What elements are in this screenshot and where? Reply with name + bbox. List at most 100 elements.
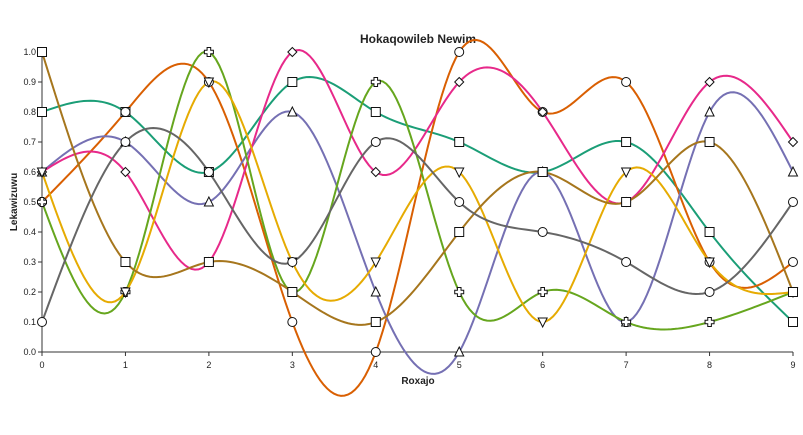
square-marker <box>537 167 548 177</box>
square-marker <box>37 107 47 117</box>
series-line-1 <box>41 76 794 323</box>
square-marker <box>788 287 798 297</box>
triangle-down-marker <box>704 257 715 269</box>
triangle-up-marker <box>787 165 799 177</box>
circle-marker <box>120 137 131 147</box>
triangle-up-marker <box>287 105 298 117</box>
circle-marker <box>788 197 798 207</box>
marker-layer <box>36 46 799 357</box>
series-markers-2 <box>37 47 798 357</box>
square-marker <box>287 287 298 297</box>
triangle-up-marker <box>453 345 465 357</box>
y-tick-label: 0.1 <box>23 317 36 327</box>
x-tick-label: 3 <box>290 360 295 370</box>
triangle-down-marker <box>620 167 632 179</box>
square-marker <box>704 137 715 147</box>
triangle-down-marker <box>36 167 48 179</box>
diamond-marker <box>454 76 465 88</box>
square-marker <box>621 197 632 207</box>
diamond-marker <box>537 106 548 118</box>
x-tick-label: 4 <box>373 360 378 370</box>
plus-marker <box>203 47 214 57</box>
square-marker <box>120 257 131 267</box>
circle-marker <box>537 227 548 237</box>
series-line-3 <box>41 91 794 375</box>
triangle-down-marker <box>537 317 548 329</box>
square-marker <box>788 317 798 327</box>
y-tick-label: 0.5 <box>23 197 36 207</box>
triangle-down-marker <box>120 287 131 299</box>
x-tick-label: 8 <box>707 360 712 370</box>
series-layer <box>41 39 794 397</box>
x-tick-label: 2 <box>206 360 211 370</box>
circle-marker <box>621 77 632 87</box>
series-markers-8 <box>37 137 798 327</box>
series-markers-7 <box>37 47 798 327</box>
circle-marker <box>370 137 381 147</box>
square-marker <box>203 257 214 267</box>
y-tick-label: 1.0 <box>23 47 36 57</box>
triangle-down-marker <box>370 257 382 269</box>
diamond-marker <box>787 136 799 148</box>
triangle-up-marker <box>370 285 382 297</box>
y-axis-label: Lekawizuwu <box>9 173 20 231</box>
circle-marker <box>454 47 465 57</box>
series-line-7 <box>41 51 794 326</box>
series-line-4 <box>41 48 794 271</box>
square-marker <box>37 47 47 57</box>
square-marker <box>454 227 465 237</box>
y-tick-label: 0.4 <box>23 227 36 237</box>
plus-marker <box>537 287 548 297</box>
circle-marker <box>120 107 131 117</box>
y-tick-label: 0.2 <box>23 287 36 297</box>
x-tick-label: 1 <box>123 360 128 370</box>
diamond-marker <box>120 166 131 178</box>
circle-marker <box>704 287 715 297</box>
axes <box>41 52 793 353</box>
x-tick-label: 5 <box>457 360 462 370</box>
square-marker <box>454 137 465 147</box>
square-marker <box>287 77 298 87</box>
x-tick-label: 7 <box>624 360 629 370</box>
triangle-up-marker <box>704 105 715 117</box>
y-tick-label: 0.6 <box>23 167 36 177</box>
triangle-up-marker <box>203 195 215 207</box>
series-markers-1 <box>37 77 798 327</box>
y-tick-label: 0.3 <box>23 257 36 267</box>
square-marker <box>704 227 715 237</box>
circle-marker <box>37 317 47 327</box>
plus-marker <box>37 197 47 207</box>
y-tick-label: 0.0 <box>23 347 36 357</box>
series-line-5 <box>41 50 794 331</box>
y-tick-label: 0.9 <box>23 77 36 87</box>
square-marker <box>370 107 381 117</box>
circle-marker <box>203 167 214 177</box>
triangle-down-marker <box>453 167 465 179</box>
circle-marker <box>788 257 798 267</box>
circle-marker <box>287 257 298 267</box>
series-line-6 <box>41 80 794 324</box>
x-axis-label: Roxajo <box>401 376 434 387</box>
plus-marker <box>370 77 381 87</box>
x-tick-label: 9 <box>790 360 795 370</box>
y-tick-label: 0.7 <box>23 137 36 147</box>
x-tick-label: 6 <box>540 360 545 370</box>
plus-marker <box>704 317 715 327</box>
plus-marker <box>621 317 632 327</box>
chart-title: Hokaqowileb Newim <box>360 32 476 46</box>
plus-marker <box>454 287 465 297</box>
diamond-marker <box>704 76 715 88</box>
diamond-marker <box>370 166 381 178</box>
square-marker <box>370 317 381 327</box>
circle-marker <box>287 317 298 327</box>
x-tick-label: 0 <box>39 360 44 370</box>
triangle-down-marker <box>203 77 215 89</box>
circle-marker <box>370 347 381 357</box>
circle-marker <box>621 257 632 267</box>
circle-marker <box>454 197 465 207</box>
diamond-marker <box>287 46 298 58</box>
square-marker <box>621 137 632 147</box>
y-tick-label: 0.8 <box>23 107 36 117</box>
series-line-8 <box>41 127 794 323</box>
